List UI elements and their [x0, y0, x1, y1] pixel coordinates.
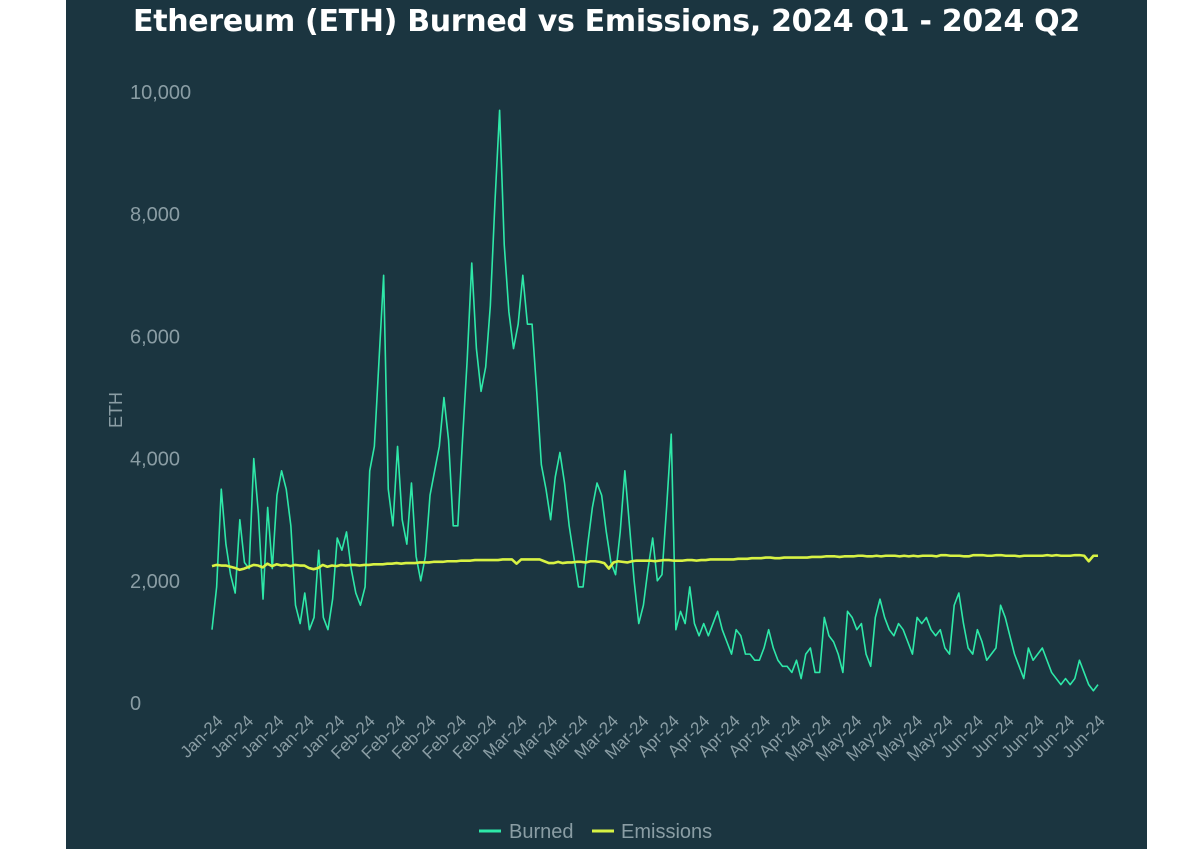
y-tick-label: 4,000	[130, 449, 180, 471]
chart-panel	[66, 0, 1147, 849]
y-tick-label: 0	[130, 693, 141, 715]
y-tick-label: 8,000	[130, 204, 180, 226]
y-axis-label: ETH	[106, 392, 126, 428]
series-line-emissions	[211, 553, 1098, 572]
y-tick-label: 2,000	[130, 571, 180, 593]
legend[interactable]: Burned Emissions	[479, 821, 712, 843]
legend-label: Burned	[509, 821, 574, 843]
y-tick-label: 6,000	[130, 326, 180, 348]
y-axis-ticks: 0 2,000 4,000 6,000 8,000 10,000	[130, 82, 191, 715]
legend-label: Emissions	[621, 821, 712, 843]
series-line-burned	[211, 109, 1099, 692]
legend-item-burned[interactable]: Burned	[479, 821, 574, 843]
chart-title: Ethereum (ETH) Burned vs Emissions, 2024…	[133, 4, 1080, 39]
x-axis-ticks: Jan-24Jan-24Jan-24Jan-24Jan-24Feb-24Feb-…	[177, 711, 1109, 765]
series-lines	[211, 109, 1099, 692]
y-tick-label: 10,000	[130, 82, 191, 104]
legend-item-emissions[interactable]: Emissions	[592, 821, 712, 843]
